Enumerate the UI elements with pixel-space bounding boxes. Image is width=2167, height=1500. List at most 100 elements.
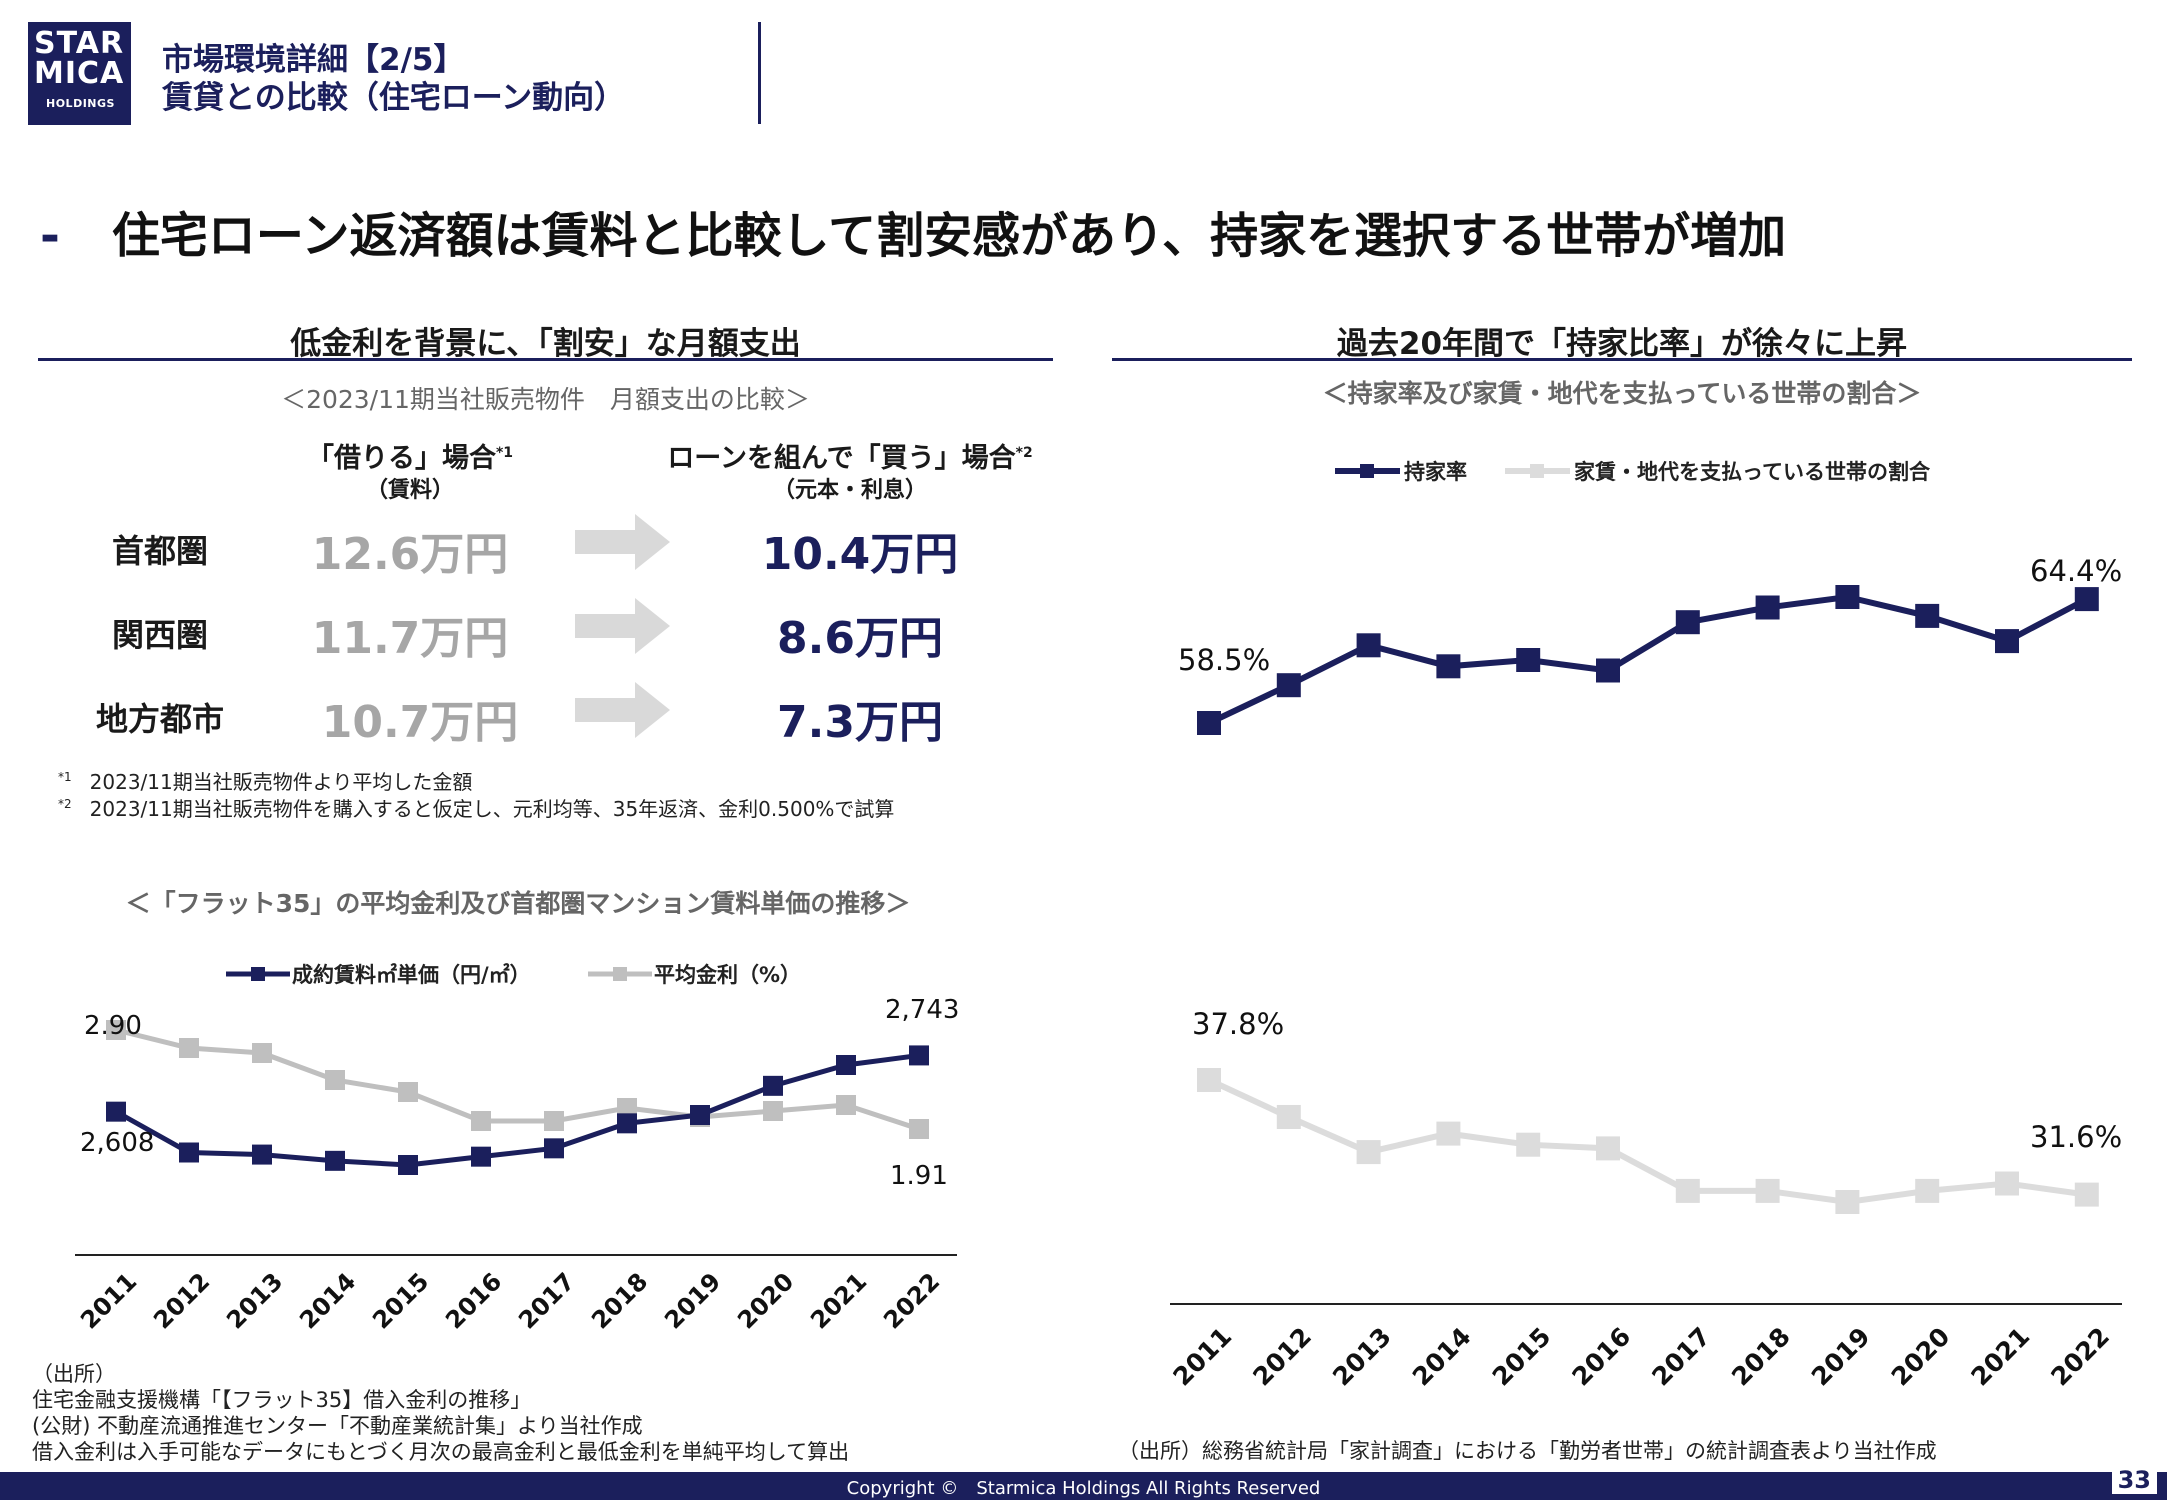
x-tick-label: 2019	[659, 1267, 726, 1334]
data-point	[1915, 1178, 1940, 1203]
header-title-line2: 賃貸との比較（住宅ローン動向）	[162, 80, 626, 116]
buy-value: 8.6万円	[777, 613, 943, 664]
data-point	[1995, 629, 2019, 654]
region-label: 地方都市	[95, 700, 224, 738]
data-label: 2.90	[84, 1011, 142, 1041]
x-tick-label: 2014	[294, 1267, 361, 1334]
legend-label: 家賃・地代を支払っている世帯の割合	[1574, 460, 1931, 484]
left-section-rule	[38, 358, 1053, 361]
x-tick-label: 2015	[1487, 1322, 1557, 1392]
data-point	[909, 1045, 929, 1066]
page-number: 33	[2111, 1466, 2157, 1494]
x-tick-label: 2011	[1168, 1322, 1238, 1392]
series-line	[1207, 1077, 2088, 1206]
series-line	[115, 1027, 920, 1132]
legend-label: 持家率	[1404, 460, 1467, 484]
left-chart-title: ＜「フラット35」の平均金利及び首都圏マンション賃料単価の推移＞	[125, 889, 911, 918]
region-label: 関西圏	[111, 616, 208, 654]
data-point	[1596, 1136, 1620, 1161]
x-tick-label: 2011	[75, 1267, 142, 1334]
data-point	[1755, 1178, 1780, 1203]
buy-header: ローンを組んで「買う」場合*2	[667, 443, 1033, 474]
data-point	[325, 1070, 345, 1090]
x-tick-label: 2020	[1886, 1322, 1956, 1392]
data-point	[1995, 1171, 2019, 1196]
headline-text: 住宅ローン返済額は賃料と比較して割安感があり、持家を選択する世帯が増加	[111, 208, 1787, 264]
legend-label: 平均金利（%）	[654, 963, 801, 987]
arrow-right-icon	[575, 514, 670, 570]
data-label: 2,743	[885, 995, 959, 1025]
data-point	[471, 1111, 491, 1131]
data-point	[617, 1098, 637, 1118]
footnote-2: *2 2023/11期当社販売物件を購入すると仮定し、元利均等、35年返済、金利0…	[58, 797, 895, 821]
data-point	[106, 1020, 126, 1040]
right-section-subtitle: ＜持家率及び家賃・地代を支払っている世帯の割合＞	[1322, 379, 1922, 408]
data-point	[106, 1101, 126, 1122]
data-point	[1516, 648, 1541, 672]
legend-marker	[1360, 464, 1374, 478]
right-source: （出所）総務省統計局「家計調査」における「勤労者世帯」の統計調査表より当社作成	[1118, 1439, 1937, 1463]
buy-value: 10.4万円	[761, 529, 959, 580]
data-label: 58.5%	[1178, 643, 1270, 677]
left-sources: （出所） 住宅金融支援機構「【フラット35】借入金利の推移」 (公財) 不動産流…	[32, 1362, 850, 1464]
data-point	[398, 1082, 418, 1102]
legend-marker	[613, 967, 627, 981]
data-point	[2074, 587, 2099, 612]
data-point	[252, 1043, 272, 1063]
region-label: 首都圏	[111, 532, 208, 570]
x-tick-label: 2019	[1806, 1322, 1876, 1392]
x-tick-label: 2017	[1646, 1322, 1716, 1392]
data-point	[471, 1146, 491, 1167]
copyright: Copyright © Starmica Holdings All Rights…	[846, 1478, 1321, 1499]
data-point	[1755, 595, 1780, 620]
right-chart: 持家率 家賃・地代を支払っている世帯の割合 58.5% 64.4% 37.8% 31.6%…	[1168, 460, 2123, 1392]
buy-subheader: （元本・利息）	[772, 478, 927, 503]
data-point	[617, 1113, 637, 1134]
x-tick-label: 2022	[2045, 1322, 2115, 1392]
rent-value: 10.7万円	[321, 697, 519, 748]
data-point	[1835, 1190, 1860, 1214]
data-point	[1197, 1068, 1221, 1092]
rent-header: 「借りる」場合*1	[306, 443, 514, 474]
x-tick-label: 2018	[586, 1267, 653, 1334]
data-point	[2074, 1182, 2099, 1207]
data-point	[1276, 1104, 1301, 1129]
headline: - 住宅ローン返済額は賃料と比較して割安感があり、持家を選択する世帯が増加	[40, 208, 1787, 264]
x-tick-label: 2013	[1327, 1322, 1397, 1392]
data-point	[763, 1101, 783, 1121]
header-divider	[758, 22, 761, 124]
data-point	[1516, 1132, 1541, 1157]
right-section-title: 過去20年間で「持家比率」が徐々に上昇	[1336, 326, 1908, 362]
left-section-title: 低金利を背景に、「割安」な月額支出	[290, 326, 801, 362]
x-tick-label: 2022	[878, 1267, 945, 1334]
footnote-1: *1 2023/11期当社販売物件より平均した金額	[58, 770, 473, 794]
data-point	[252, 1144, 272, 1165]
data-point	[1675, 1178, 1700, 1203]
arrows	[575, 514, 670, 738]
data-label: 64.4%	[2030, 554, 2122, 588]
data-point	[1356, 1140, 1381, 1165]
data-label: 37.8%	[1192, 1007, 1284, 1041]
x-tick-label: 2017	[513, 1267, 580, 1334]
right-section-rule	[1112, 358, 2132, 361]
data-point	[1835, 585, 1860, 609]
x-tick-label: 2016	[440, 1267, 507, 1334]
x-tick-label: 2014	[1407, 1322, 1477, 1392]
data-point	[1675, 610, 1700, 635]
data-label: 2,608	[80, 1128, 154, 1158]
data-point	[1276, 673, 1301, 698]
x-tick-label: 2018	[1726, 1322, 1796, 1392]
data-label: 1.91	[890, 1161, 948, 1191]
data-point	[909, 1119, 929, 1139]
legend-label: 成約賃料㎡単価（円/㎡）	[292, 963, 531, 987]
left-section-subtitle: ＜2023/11期当社販売物件 月額支出の比較＞	[281, 385, 810, 414]
data-point	[836, 1095, 856, 1115]
left-chart: 成約賃料㎡単価（円/㎡） 平均金利（%） 2.90 2,608 2,743 1.91 201…	[75, 963, 959, 1334]
x-tick-label: 2015	[367, 1267, 434, 1334]
legend-marker	[251, 967, 265, 981]
data-point	[544, 1111, 564, 1131]
header-title-line1: 市場環境詳細【2/5】	[162, 42, 465, 78]
x-tick-label: 2012	[148, 1267, 215, 1334]
data-point	[763, 1075, 783, 1096]
data-point	[325, 1150, 345, 1171]
